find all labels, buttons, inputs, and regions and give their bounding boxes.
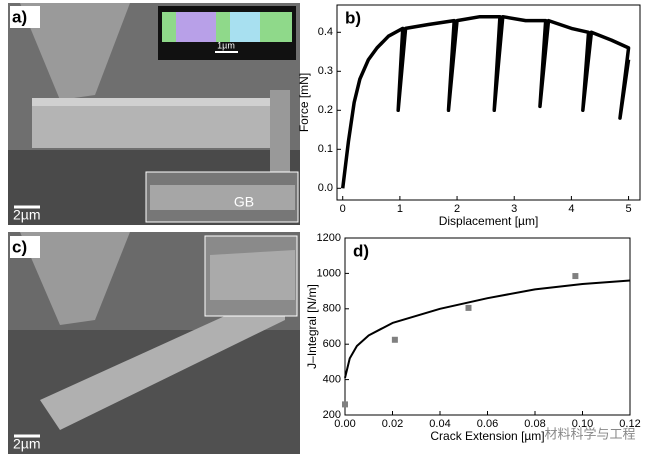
y-tick-label: 200 <box>323 409 341 421</box>
x-tick-label: 5 <box>626 203 632 215</box>
data-point <box>342 401 348 408</box>
x-tick-label: 4 <box>568 203 574 215</box>
panel-label: b) <box>345 8 361 27</box>
x-tick-label: 3 <box>511 203 517 215</box>
data-point <box>572 273 579 280</box>
x-tick-label: 0 <box>340 203 346 215</box>
panel-label: c) <box>12 237 27 256</box>
y-tick-label: 800 <box>323 303 341 315</box>
x-axis-label: Crack Extension [µm] <box>430 429 544 443</box>
x-tick-label: 0.08 <box>524 418 545 430</box>
x-tick-label: 0.10 <box>572 418 593 430</box>
sem-image-c: c) 2µm <box>8 232 300 454</box>
y-tick-label: 1200 <box>317 232 341 244</box>
x-tick-label: 0.04 <box>429 418 450 430</box>
panel-label: a) <box>12 7 27 26</box>
x-tick-label: 0.02 <box>382 418 403 430</box>
sem-image-a: 1µm GB a) 2µm <box>8 3 300 225</box>
x-tick-label: 1 <box>397 203 403 215</box>
y-tick-label: 600 <box>323 338 341 350</box>
x-tick-label: 2 <box>454 203 460 215</box>
x-axis-label: Displacement [µm] <box>439 214 539 228</box>
x-tick-label: 0.06 <box>477 418 498 430</box>
data-point <box>391 336 398 343</box>
watermark: 材料科学与工程 <box>544 426 635 441</box>
y-tick-label: 0.0 <box>318 182 333 194</box>
y-tick-label: 0.4 <box>318 26 333 38</box>
data-line <box>344 279 631 379</box>
scale-bar: 2µm <box>13 436 41 452</box>
panel-label: d) <box>353 241 369 260</box>
data-line <box>340 14 631 189</box>
y-axis-label: Force [mN] <box>297 73 311 132</box>
x-tick-label: 0.00 <box>334 418 355 430</box>
y-tick-label: 1000 <box>317 267 341 279</box>
y-tick-label: 0.2 <box>318 104 333 116</box>
y-tick-label: 0.1 <box>318 143 333 155</box>
y-axis-label: J–Integral [N/m] <box>305 284 319 369</box>
scale-bar: 2µm <box>13 207 41 223</box>
x-tick-label: 0.12 <box>619 418 640 430</box>
inset-scale: 1µm <box>217 40 235 50</box>
y-tick-label: 400 <box>323 374 341 386</box>
y-tick-label: 0.3 <box>318 65 333 77</box>
gb-label: GB <box>234 194 254 210</box>
plot-frame <box>336 4 641 201</box>
data-point <box>465 304 472 311</box>
